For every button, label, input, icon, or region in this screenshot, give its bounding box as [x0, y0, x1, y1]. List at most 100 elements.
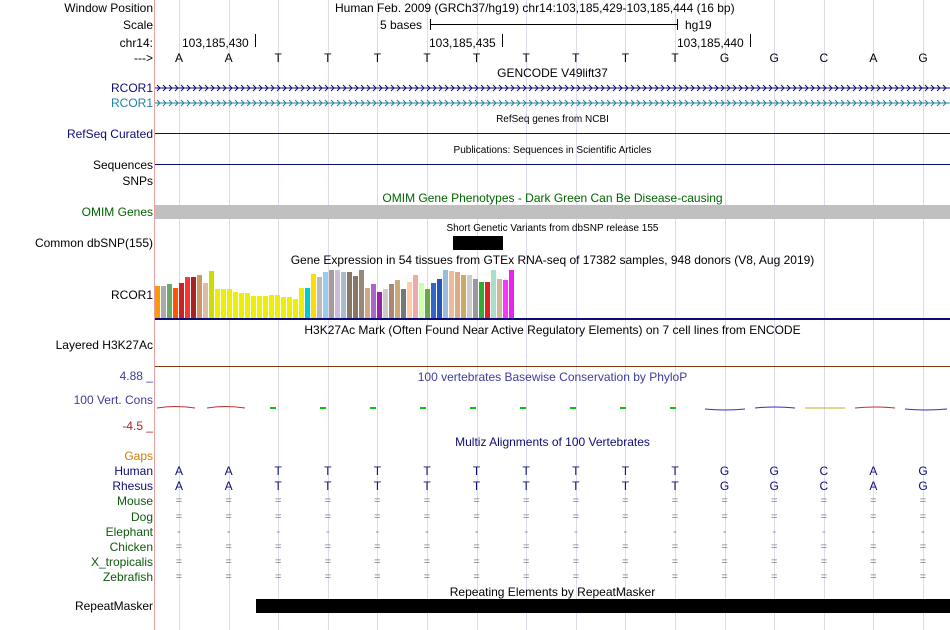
gtex-tissue-bar[interactable]: [335, 270, 340, 318]
gtex-tissue-bar[interactable]: [179, 283, 184, 318]
gtex-tissue-bar[interactable]: [455, 272, 460, 318]
gtex-tissue-bar[interactable]: [299, 288, 304, 318]
phylop-track-label[interactable]: 100 Vert. Cons: [73, 393, 153, 407]
gtex-tissue-bar[interactable]: [353, 276, 358, 318]
multiz-species-label[interactable]: Dog: [130, 509, 153, 524]
multiz-base-cell: =: [473, 556, 480, 569]
gencode-item-label[interactable]: RCOR1: [110, 96, 153, 110]
gtex-tissue-bar[interactable]: [257, 296, 262, 318]
gtex-tissue-bar[interactable]: [305, 288, 310, 318]
multiz-gaps-label[interactable]: Gaps: [124, 449, 153, 463]
multiz-species-label[interactable]: Chicken: [109, 540, 153, 554]
gtex-tissue-bar[interactable]: [215, 289, 220, 318]
gtex-tissue-bar[interactable]: [155, 286, 160, 318]
gtex-tissue-bar[interactable]: [503, 280, 508, 318]
phylop-signal[interactable]: [155, 400, 950, 416]
gtex-tissue-bar[interactable]: [263, 296, 268, 318]
gtex-tissue-bar[interactable]: [371, 284, 376, 318]
gtex-tissue-bar[interactable]: [365, 288, 370, 318]
h3k27ac-track-label[interactable]: Layered H3K27Ac: [55, 338, 153, 352]
gtex-tissue-bar[interactable]: [233, 292, 238, 318]
gtex-tissue-bar[interactable]: [431, 283, 436, 318]
dbsnp-track-label[interactable]: Common dbSNP(155): [34, 236, 153, 250]
sequences-track-label[interactable]: Sequences: [92, 158, 153, 172]
gtex-tissue-bar[interactable]: [443, 270, 448, 318]
gtex-tissue-bar[interactable]: [269, 295, 274, 318]
gtex-bar-chart[interactable]: [155, 270, 535, 318]
gtex-tissue-bar[interactable]: [509, 270, 514, 318]
gtex-tissue-bar[interactable]: [167, 284, 172, 318]
gtex-tissue-bar[interactable]: [341, 272, 346, 318]
gtex-tissue-bar[interactable]: [227, 289, 232, 318]
gridline: [328, 0, 329, 630]
dbsnp-variant-block[interactable]: [453, 236, 503, 250]
gtex-tissue-bar[interactable]: [425, 289, 430, 318]
multiz-species-label[interactable]: Zebrafish: [102, 570, 153, 585]
gtex-tissue-bar[interactable]: [473, 279, 478, 318]
snps-track-label[interactable]: SNPs: [122, 174, 153, 188]
repeatmasker-element-block[interactable]: [256, 599, 950, 613]
gencode-transcript-1[interactable]: [155, 82, 950, 94]
gtex-tissue-bar[interactable]: [281, 297, 286, 318]
gtex-tissue-bar[interactable]: [287, 297, 292, 318]
coord-tick: [750, 34, 751, 47]
gencode-transcript-2[interactable]: [155, 97, 950, 109]
multiz-species-label[interactable]: Mouse: [116, 494, 153, 509]
gtex-tissue-bar[interactable]: [359, 270, 364, 318]
gtex-tissue-bar[interactable]: [275, 295, 280, 318]
gtex-tissue-bar[interactable]: [317, 277, 322, 318]
base-letter: T: [274, 51, 282, 65]
gtex-tissue-bar[interactable]: [251, 296, 256, 318]
multiz-species-label[interactable]: Rhesus: [112, 479, 153, 494]
omim-gene-bar[interactable]: [155, 205, 950, 219]
gtex-tissue-bar[interactable]: [407, 282, 412, 318]
multiz-base-cell: A: [174, 479, 183, 494]
gtex-tissue-bar[interactable]: [239, 293, 244, 318]
gencode-item-label[interactable]: RCOR1: [110, 81, 153, 95]
gtex-tissue-bar[interactable]: [293, 299, 298, 318]
gtex-tissue-bar[interactable]: [329, 270, 334, 318]
scale-label: Scale: [122, 18, 153, 32]
repeatmasker-track-label[interactable]: RepeatMasker: [74, 599, 153, 613]
multiz-species-label[interactable]: X_tropicalis: [90, 555, 153, 570]
gtex-tissue-bar[interactable]: [377, 292, 382, 318]
gtex-tissue-bar[interactable]: [497, 279, 502, 318]
gtex-tissue-bar[interactable]: [311, 274, 316, 318]
gtex-tissue-bar[interactable]: [347, 272, 352, 318]
gtex-track-title: Gene Expression in 54 tissues from GTEx …: [290, 253, 815, 267]
refseq-track-label[interactable]: RefSeq Curated: [66, 127, 153, 141]
multiz-species-label[interactable]: Elephant: [105, 524, 153, 539]
gtex-tissue-bar[interactable]: [323, 272, 328, 318]
gtex-tissue-bar[interactable]: [413, 275, 418, 318]
multiz-base-cell: =: [572, 495, 580, 508]
gtex-tissue-bar[interactable]: [221, 289, 226, 318]
gtex-tissue-bar[interactable]: [197, 275, 202, 318]
gtex-tissue-bar[interactable]: [449, 271, 454, 318]
gtex-tissue-bar[interactable]: [383, 289, 388, 318]
gtex-tissue-bar[interactable]: [437, 279, 442, 318]
coord-tick-label: 103,185,430: [182, 36, 249, 50]
gtex-track-label[interactable]: RCOR1: [110, 288, 153, 302]
multiz-base-cell: T: [373, 464, 382, 478]
gtex-tissue-bar[interactable]: [191, 277, 196, 318]
gtex-tissue-bar[interactable]: [419, 283, 424, 318]
multiz-species-label[interactable]: Human: [114, 464, 153, 478]
gtex-tissue-bar[interactable]: [161, 286, 166, 318]
gtex-tissue-bar[interactable]: [461, 275, 466, 318]
multiz-base-cell: -: [573, 525, 578, 538]
gtex-tissue-bar[interactable]: [485, 282, 490, 318]
gtex-tissue-bar[interactable]: [395, 280, 400, 318]
gtex-tissue-bar[interactable]: [185, 277, 190, 318]
gtex-tissue-bar[interactable]: [401, 289, 406, 318]
gtex-tissue-bar[interactable]: [245, 293, 250, 318]
gtex-tissue-bar[interactable]: [491, 270, 496, 318]
gtex-tissue-bar[interactable]: [209, 271, 214, 318]
gtex-tissue-bar[interactable]: [389, 284, 394, 318]
gtex-tissue-bar[interactable]: [203, 283, 208, 318]
omim-track-label[interactable]: OMIM Genes: [81, 205, 153, 219]
gtex-tissue-bar[interactable]: [479, 282, 484, 318]
assembly-position-text[interactable]: Human Feb. 2009 (GRCh37/hg19) chr14:103,…: [335, 1, 735, 15]
coord-tick: [255, 34, 256, 47]
gtex-tissue-bar[interactable]: [173, 288, 178, 318]
gtex-tissue-bar[interactable]: [467, 275, 472, 318]
